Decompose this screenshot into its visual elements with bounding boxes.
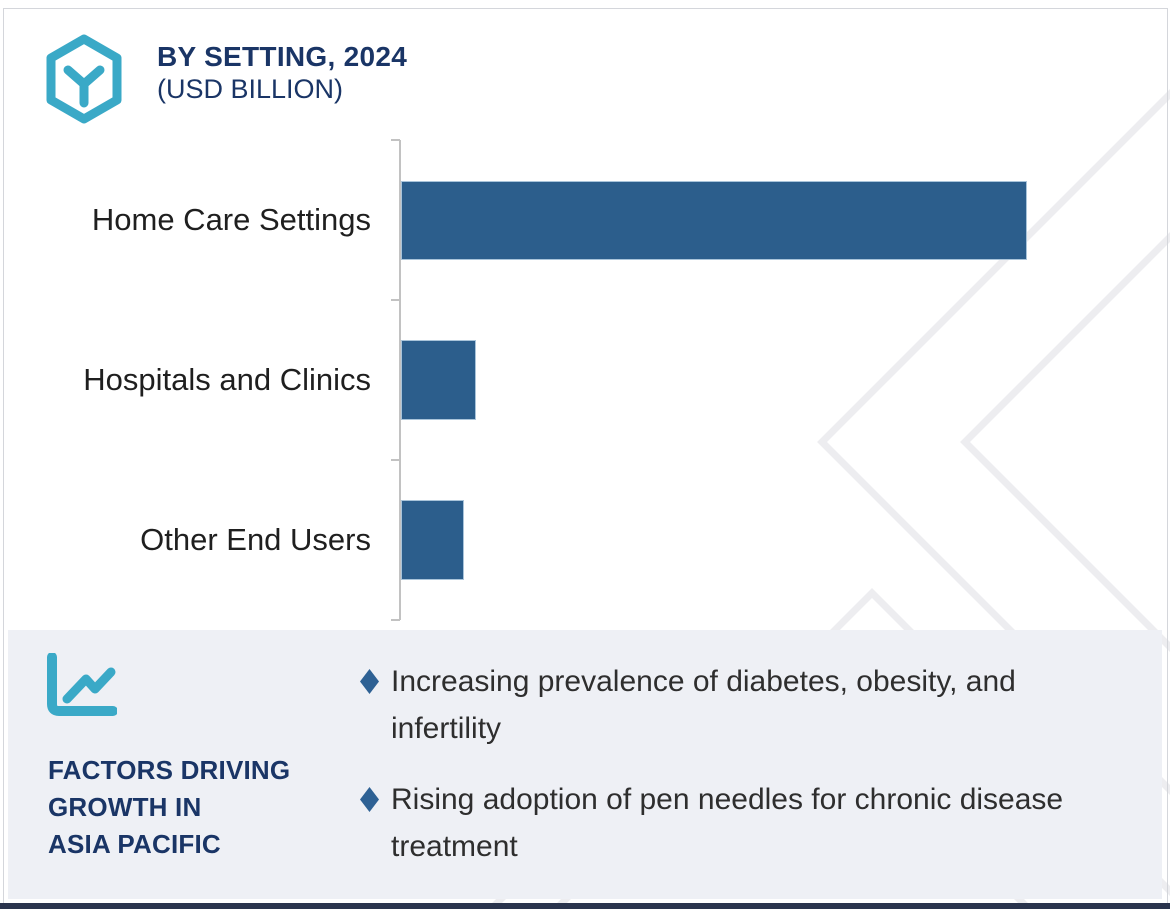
category-label-home-care-settings: Home Care Settings: [91, 202, 371, 237]
diamond-bullet-icon: [360, 669, 379, 694]
category-label-other-end-users: Other End Users: [140, 522, 371, 557]
factors-heading-line2: GROWTH IN: [48, 792, 202, 822]
diamond-bullet-icon: [360, 787, 379, 812]
factor-bullet-text: Rising adoption of pen needles for chron…: [391, 783, 1064, 863]
factor-bullet-item: Rising adoption of pen needles for chron…: [360, 776, 1081, 870]
axis-tick: [391, 619, 400, 621]
factors-heading-line1: FACTORS DRIVING: [48, 755, 291, 785]
bar-other-end-users: [401, 500, 464, 580]
bottom-accent-strip: [0, 903, 1170, 909]
chart-title-line2: (USD BILLION): [157, 74, 344, 104]
factors-panel: FACTORS DRIVING GROWTH IN ASIA PACIFIC I…: [8, 630, 1162, 899]
factor-bullet-text: Increasing prevalence of diabetes, obesi…: [391, 665, 1016, 745]
axis-tick: [391, 139, 400, 141]
factors-heading: FACTORS DRIVING GROWTH IN ASIA PACIFIC: [48, 752, 290, 863]
category-axis-line: [399, 140, 401, 620]
hexagon-cube-logo-icon: [46, 34, 122, 124]
axis-tick: [391, 299, 400, 301]
category-label-hospitals-and-clinics: Hospitals and Clinics: [83, 362, 371, 397]
chart-title-line1: BY SETTING, 2024: [157, 41, 408, 72]
line-chart-icon: [47, 653, 117, 716]
factors-heading-line3: ASIA PACIFIC: [48, 829, 221, 859]
chart-title: BY SETTING, 2024 (USD BILLION): [157, 40, 407, 105]
bar-hospitals-and-clinics: [401, 340, 476, 420]
axis-tick: [391, 459, 400, 461]
factor-bullet-item: Increasing prevalence of diabetes, obesi…: [360, 658, 1081, 752]
bar-home-care-settings: [401, 181, 1027, 260]
